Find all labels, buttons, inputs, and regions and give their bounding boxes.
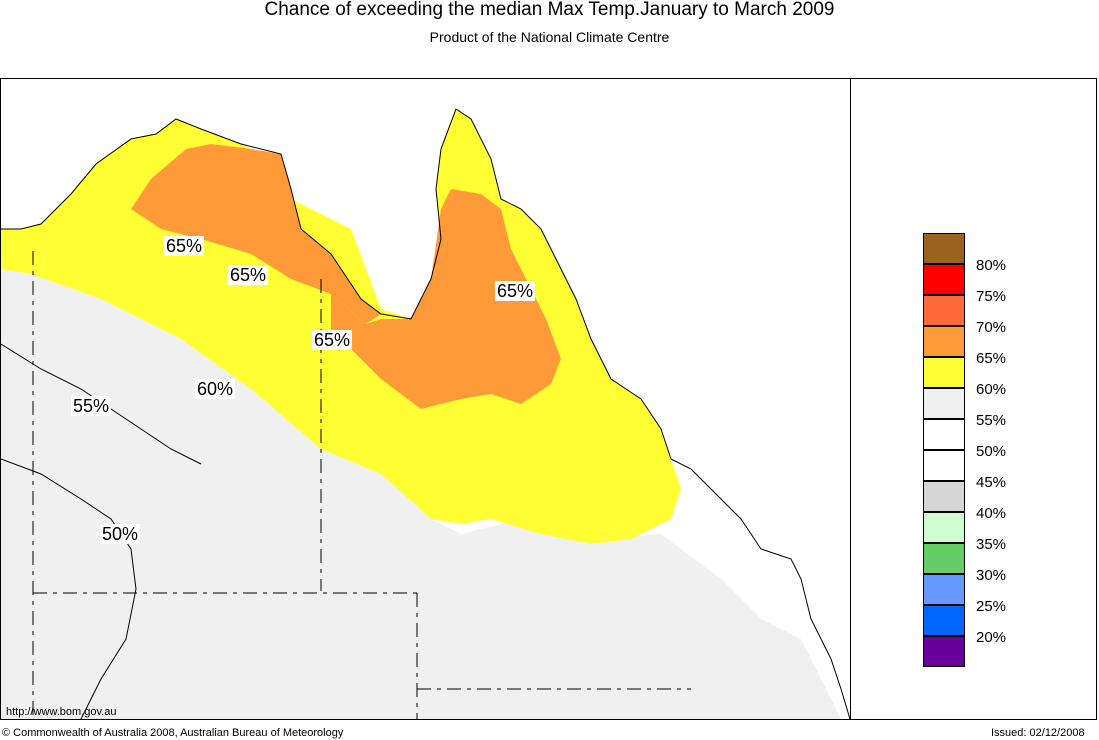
legend-label-40: 40% [976, 505, 1007, 522]
copyright-text: © Commonwealth of Australia 2008, Austra… [2, 727, 344, 739]
source-url[interactable]: http://www.bom.gov.au [6, 706, 117, 718]
legend-label-50: 50% [976, 443, 1007, 460]
legend-label-80: 80% [976, 257, 1007, 274]
map-label-65-gulf-mid: 65% [228, 265, 269, 285]
legend-label-20: 20% [976, 629, 1007, 646]
legend-label-60: 60% [976, 381, 1007, 398]
legend-color-5 [923, 388, 965, 419]
legend-color-0 [923, 233, 965, 264]
legend-label-45: 45% [976, 474, 1007, 491]
map-title: Chance of exceeding the median Max Temp.… [264, 0, 835, 20]
legend-color-2 [923, 295, 965, 326]
legend-color-12 [923, 605, 965, 636]
legend-color-9 [923, 512, 965, 543]
map-label-60: 60% [195, 379, 236, 399]
legend-label-55: 55% [976, 412, 1007, 429]
legend-color-6 [923, 419, 965, 450]
legend-label-25: 25% [976, 598, 1007, 615]
zone-65-east [331, 189, 561, 409]
map-label-65-gulf-south: 65% [312, 330, 353, 350]
legend-color-4 [923, 357, 965, 388]
legend-color-8 [923, 481, 965, 512]
map-label-65-gulf-west: 65% [164, 236, 205, 256]
legend-label-75: 75% [976, 288, 1007, 305]
legend-color-7 [923, 450, 965, 481]
legend-label-30: 30% [976, 567, 1007, 584]
map-label-55: 55% [71, 396, 112, 416]
map-label-50: 50% [100, 524, 141, 544]
legend-color-10 [923, 543, 965, 574]
zone-65-west [131, 144, 381, 324]
isoline-50 [1, 458, 137, 719]
legend-label-35: 35% [976, 536, 1007, 553]
legend-color-13 [923, 636, 965, 667]
legend-color-3 [923, 326, 965, 357]
map-subtitle: Product of the National Climate Centre [429, 29, 670, 45]
issued-date: Issued: 02/12/2008 [991, 727, 1085, 739]
map-frame [0, 78, 1097, 720]
legend-color-11 [923, 574, 965, 605]
legend-label-65: 65% [976, 350, 1007, 367]
map-label-65-cape: 65% [495, 281, 536, 301]
legend-divider [850, 78, 851, 720]
map-canvas [1, 108, 850, 719]
legend-color-1 [923, 264, 965, 295]
legend-label-70: 70% [976, 319, 1007, 336]
coastline [1, 108, 850, 719]
